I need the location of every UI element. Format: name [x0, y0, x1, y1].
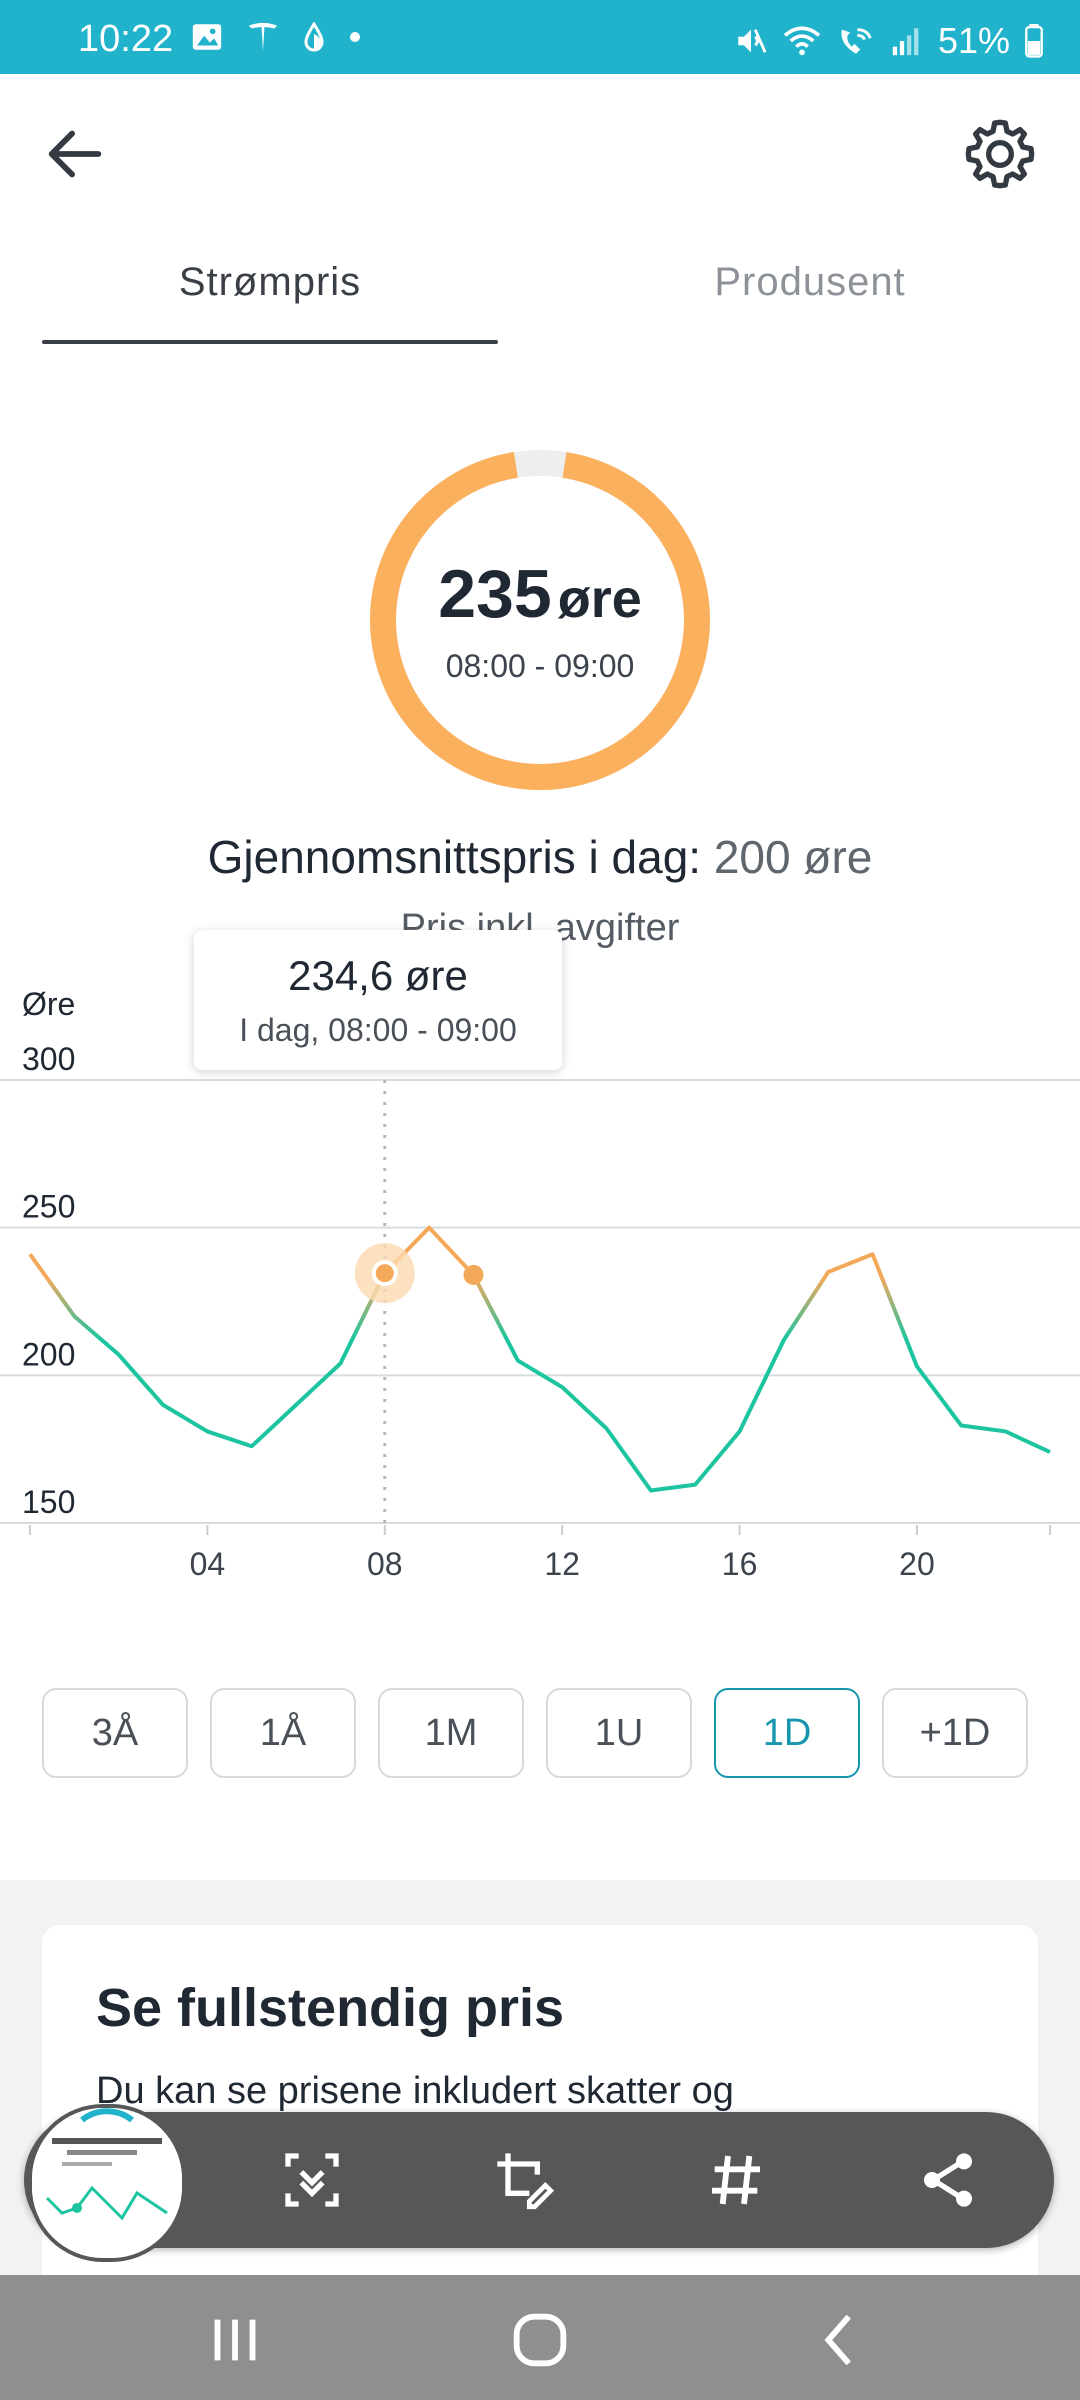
highlight-point [371, 1260, 398, 1287]
range-button-1d[interactable]: 1D [714, 1688, 860, 1778]
current-price: 235 øre [365, 555, 715, 633]
x-tick-label: 04 [190, 1546, 226, 1582]
current-price-value: 235 [438, 556, 552, 632]
home-icon[interactable] [505, 2305, 575, 2375]
current-price-time: 08:00 - 09:00 [445, 648, 635, 684]
tab-bar: Strømpris Produsent [0, 230, 1080, 350]
hashtag-icon[interactable] [698, 2142, 774, 2218]
wifi-call-icon [841, 28, 872, 54]
tesla-icon [248, 22, 278, 52]
average-label: Gjennomsnittspris i dag: [207, 831, 702, 883]
gauge-arc [370, 450, 710, 790]
average-price: Gjennomsnittspris i dag: 200 øre [0, 830, 1080, 884]
price-gauge [370, 450, 710, 790]
x-tick-label: 16 [722, 1546, 758, 1582]
y-tick-label: 200 [22, 1336, 75, 1372]
range-button-1a[interactable]: 1Å [210, 1688, 356, 1778]
app-bar [0, 74, 1080, 224]
battery-percent: 51% [937, 20, 1010, 61]
y-tick-label: 150 [22, 1484, 75, 1520]
current-price-unit: øre [557, 569, 642, 629]
card-text: Du kan se prisene inkludert skatter og [96, 2070, 734, 2112]
range-selector: 3Å 1Å 1M 1U 1D +1D [42, 1688, 1038, 1782]
tooltip-time: I dag, 08:00 - 09:00 [239, 1012, 517, 1048]
scroll-capture-icon[interactable] [274, 2142, 350, 2218]
status-time: 10:22 [78, 18, 174, 60]
card-title: Se fullstendig pris [96, 1978, 565, 2038]
wifi-icon [783, 26, 821, 56]
x-tick-label: 20 [899, 1546, 935, 1582]
x-tick-label: 08 [367, 1546, 403, 1582]
tab-underline [42, 340, 498, 344]
screenshot-toolbar [24, 2104, 1054, 2262]
x-tick-label: 12 [544, 1546, 580, 1582]
y-tick-label: 300 [22, 1041, 75, 1077]
range-button-3a[interactable]: 3Å [42, 1688, 188, 1778]
crop-edit-icon[interactable] [486, 2142, 562, 2218]
image-icon [192, 24, 222, 50]
status-left-icons [190, 20, 362, 54]
current-hour-point [463, 1264, 484, 1285]
nav-back-icon[interactable] [805, 2305, 875, 2375]
range-button-1m[interactable]: 1M [378, 1688, 524, 1778]
back-arrow-icon[interactable] [40, 119, 110, 189]
range-button-plus-1d[interactable]: +1D [882, 1688, 1028, 1778]
signal-icon [892, 28, 919, 56]
price-chart[interactable]: 300 250 200 150 04 08 12 16 20 Øre [0, 985, 1080, 1595]
average-value: 200 øre [713, 831, 873, 883]
status-right-icons: 51% [734, 20, 1044, 62]
tab-strompris[interactable]: Strømpris [178, 260, 362, 304]
battery-icon [1025, 24, 1043, 58]
screenshot-thumbnail[interactable] [28, 2104, 186, 2262]
gear-icon[interactable] [960, 114, 1040, 194]
system-nav-bar [0, 2275, 1080, 2400]
thumbnail-preview-icon [32, 2108, 182, 2258]
tab-produsent[interactable]: Produsent [714, 260, 906, 304]
y-tick-label: 250 [22, 1189, 75, 1225]
chart-tooltip: 234,6 øre I dag, 08:00 - 09:00 [194, 930, 562, 1070]
status-bar: 10:22 51% [0, 0, 1080, 74]
tooltip-value: 234,6 øre [288, 952, 468, 999]
dot-icon [350, 32, 360, 42]
y-axis-label: Øre [22, 986, 75, 1022]
recents-icon[interactable] [200, 2305, 270, 2375]
drop-icon [304, 22, 324, 52]
price-line [28, 1225, 1051, 1493]
range-button-1u[interactable]: 1U [546, 1688, 692, 1778]
mute-icon [738, 29, 767, 53]
share-icon[interactable] [910, 2142, 986, 2218]
